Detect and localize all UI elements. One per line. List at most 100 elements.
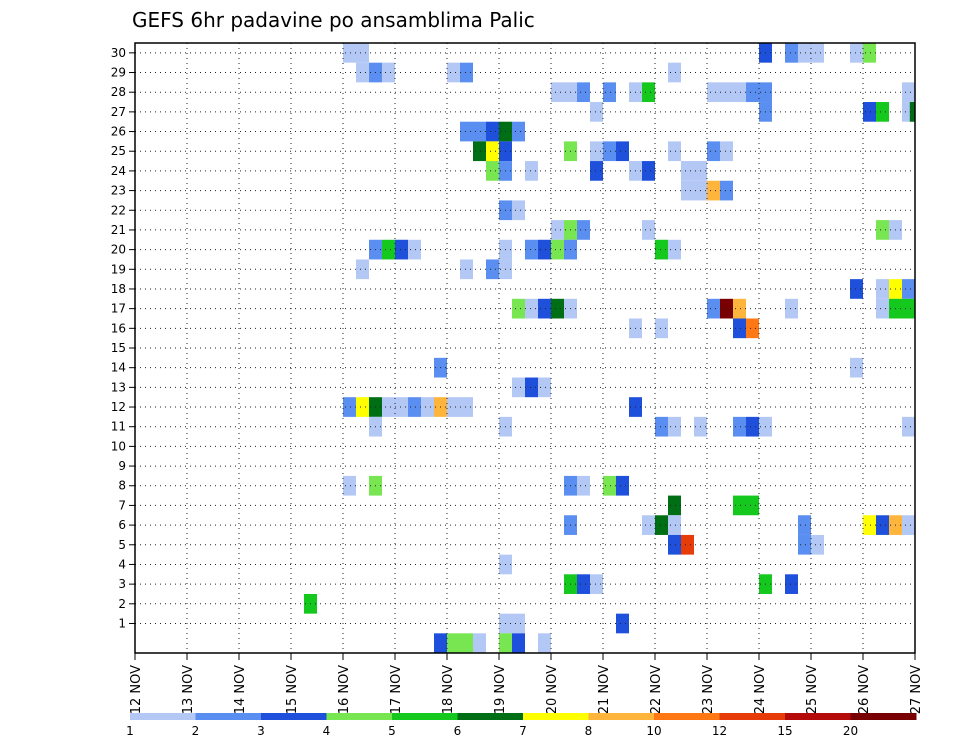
heatmap-cell (668, 515, 681, 535)
legend-swatch (654, 713, 720, 720)
heatmap-cell (551, 82, 564, 103)
legend-label: 1 (126, 724, 134, 738)
heatmap-cell (434, 633, 447, 653)
legend-swatch (588, 713, 655, 720)
heatmap-cell (447, 397, 460, 417)
legend-label: 7 (519, 724, 527, 738)
heatmap-cell (447, 633, 460, 653)
legend-swatch (850, 713, 917, 720)
heatmap-cell (720, 298, 733, 319)
heatmap-cell (720, 180, 733, 201)
y-axis: 1234567891011121314151617181920212223242… (111, 46, 135, 630)
y-tick-label: 23 (111, 184, 126, 198)
y-tick-label: 12 (111, 400, 126, 414)
heatmap-cell (681, 534, 694, 555)
heatmap-cell (876, 220, 889, 240)
x-tick-label: 21 NOV (597, 665, 612, 714)
y-tick-label: 17 (111, 302, 126, 316)
heatmap-cell (909, 102, 915, 122)
heatmap-cell (707, 141, 720, 162)
heatmap-cell (668, 495, 681, 516)
x-tick-label: 17 NOV (389, 665, 404, 714)
x-tick-label: 18 NOV (441, 665, 456, 714)
heatmap-cell (408, 239, 421, 260)
heatmap-cell (902, 298, 915, 319)
x-axis: 12 NOV 13 NOV 14 NOV 15 NOV 16 NOV 17 NOV 18 N… (129, 653, 924, 714)
y-tick-label: 29 (111, 66, 126, 80)
heatmap-cell (408, 397, 421, 417)
y-tick-label: 10 (111, 439, 126, 453)
heatmap-cell (733, 416, 746, 437)
heatmap-cell (681, 180, 694, 201)
heatmap-cell (486, 121, 499, 142)
heatmap-cell (512, 377, 525, 398)
heatmap-cell (798, 43, 811, 63)
heatmap-cell (538, 633, 551, 653)
heatmap-cell (577, 82, 590, 103)
y-tick-label: 27 (111, 105, 126, 119)
heatmap-cell (720, 82, 733, 103)
heatmap-cell (538, 239, 551, 260)
heatmap-cell (486, 141, 499, 162)
heatmap-cell (590, 161, 603, 181)
y-tick-label: 4 (118, 557, 126, 571)
x-tick-label: 12 NOV (129, 665, 144, 714)
heatmap-cell (395, 397, 408, 417)
gridlines (134, 43, 916, 653)
y-tick-label: 1 (118, 616, 126, 630)
heatmap-cell (876, 279, 889, 299)
heatmap-cell (746, 416, 759, 437)
heatmap-cell (876, 298, 889, 319)
heatmap-cell (863, 515, 876, 535)
y-tick-label: 30 (111, 46, 126, 60)
heatmap-cell (512, 200, 525, 221)
legend-label: 5 (388, 724, 396, 738)
heatmap-cell (642, 220, 655, 240)
y-tick-label: 18 (111, 282, 126, 296)
heatmap-cell (473, 121, 486, 142)
heatmap-cell (863, 43, 876, 63)
heatmap-cell (850, 279, 863, 299)
heatmap-cell (616, 141, 629, 162)
heatmap-cell (733, 298, 746, 319)
x-tick-label: 20 NOV (545, 665, 560, 714)
heatmap-cell (460, 633, 473, 653)
heatmap-cell (616, 475, 629, 496)
heatmap-cell (655, 318, 668, 339)
heatmap-cell (655, 515, 668, 535)
heatmap-cell (902, 515, 915, 535)
heatmap-cell (655, 239, 668, 260)
heatmap-cell (850, 357, 863, 378)
heatmap-cell (642, 82, 655, 103)
heatmap-cell (811, 534, 824, 555)
heatmap-cell (538, 377, 551, 398)
heatmap-cell (343, 397, 356, 417)
heatmap-cell (356, 259, 369, 280)
legend-swatch (523, 713, 589, 720)
legend-label: 4 (323, 724, 331, 738)
heatmap-cell (525, 161, 538, 181)
heatmap-cell (551, 239, 564, 260)
heatmap-cell (421, 397, 434, 417)
heatmap-cell (720, 141, 733, 162)
y-tick-label: 3 (118, 577, 126, 591)
y-tick-label: 5 (118, 538, 126, 552)
heatmap-cell (655, 416, 668, 437)
heatmap-cell (577, 574, 590, 594)
heatmap-cell (642, 515, 655, 535)
x-tick-label: 27 NOV (909, 665, 924, 714)
y-tick-label: 7 (118, 498, 126, 512)
heatmap-cell (382, 62, 395, 83)
heatmap-cell (876, 102, 889, 122)
y-tick-label: 22 (111, 203, 126, 217)
y-tick-label: 11 (111, 420, 126, 434)
legend: 1 2 3 4 5 6 7 8 10 12 15 20 (126, 713, 917, 738)
heatmap-cell (642, 161, 655, 181)
heatmap-cell (447, 62, 460, 83)
y-tick-label: 14 (111, 361, 126, 375)
heatmap-cell (512, 613, 525, 634)
legend-swatch (392, 713, 458, 720)
legend-swatch (457, 713, 524, 720)
heatmap-cell (525, 377, 538, 398)
y-tick-label: 19 (111, 262, 126, 276)
